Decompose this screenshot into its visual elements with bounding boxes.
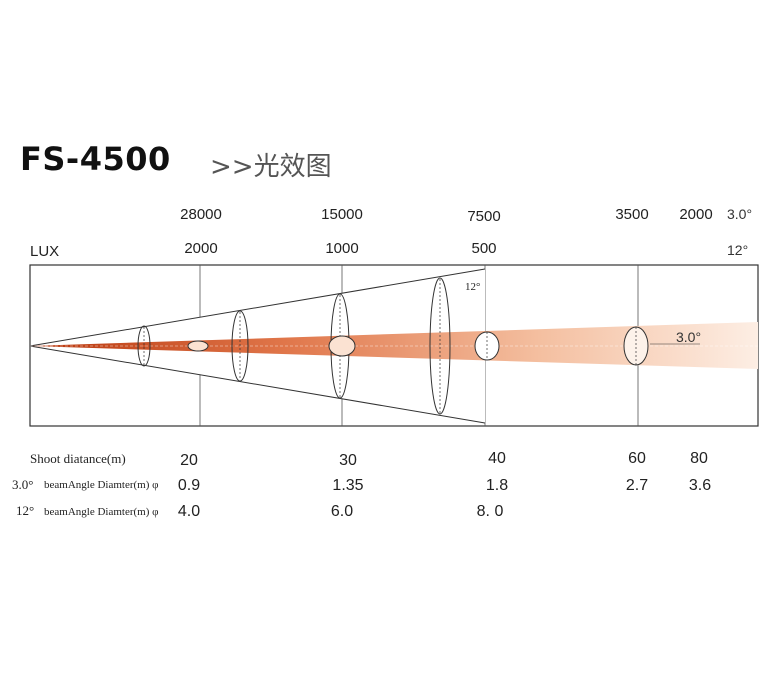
beam-12deg-inline-label: 12° <box>465 281 481 293</box>
beam-3deg-ellipse <box>187 340 209 352</box>
distance-value: 30 <box>339 452 357 469</box>
lux-label: LUX <box>30 243 60 260</box>
beam-3deg-diameter: 2.7 <box>625 477 649 494</box>
beam-3deg-inline-label: 3.0° <box>676 329 702 345</box>
beam-12deg-row-label: beamAngle Diamter(m) φ <box>44 506 159 518</box>
beam-12deg-row-prefix: 12° <box>16 503 35 518</box>
beam-12deg-ellipse <box>231 310 249 382</box>
beam-3deg-angle-label: 3.0° <box>727 206 753 222</box>
lux-3deg-value: 15000 <box>321 206 363 223</box>
beam-3deg-diameter: 0.9 <box>177 477 201 494</box>
beam-3deg-ellipse <box>328 335 356 357</box>
lux-12deg-value: 1000 <box>325 240 359 257</box>
lux-3deg-value: 7500 <box>467 208 501 225</box>
beam-3deg-diameter: 3.6 <box>688 477 712 494</box>
diagram-subtitle: >>光效图 <box>210 152 332 182</box>
beam-12deg-diameter: 6.0 <box>330 503 354 520</box>
beam-3deg-row-prefix: 3.0° <box>12 477 34 492</box>
lux-12deg-value: 500 <box>471 240 497 257</box>
beam-12deg-ellipse <box>137 325 151 367</box>
distance-value: 60 <box>628 450 646 467</box>
beam-12deg-angle-label: 12° <box>727 242 749 258</box>
distance-value: 40 <box>488 450 506 467</box>
distance-value: 80 <box>690 450 708 467</box>
lux-3deg-value: 2000 <box>679 206 713 223</box>
beam-12deg-ellipse <box>429 277 451 415</box>
beam-3deg-diameter: 1.8 <box>485 477 509 494</box>
beam-12deg-diameter: 4.0 <box>177 503 201 520</box>
distance-value: 20 <box>180 452 198 469</box>
beam-12deg-edge <box>29 345 486 424</box>
beam-3deg-diameter: 1.35 <box>332 477 364 494</box>
model-title: FS-4500 <box>20 140 171 178</box>
lux-3deg-value: 28000 <box>180 206 222 223</box>
lux-3deg-value: 3500 <box>615 206 649 223</box>
distance-row-label: Shoot diatance(m) <box>30 451 126 466</box>
beam-3deg-cone <box>30 322 758 369</box>
lux-12deg-value: 2000 <box>184 240 218 257</box>
beam-12deg-edge <box>29 268 486 347</box>
beam-3deg-row-label: beamAngle Diamter(m) φ <box>44 479 159 491</box>
beam-12deg-diameter: 8. 0 <box>476 503 504 520</box>
